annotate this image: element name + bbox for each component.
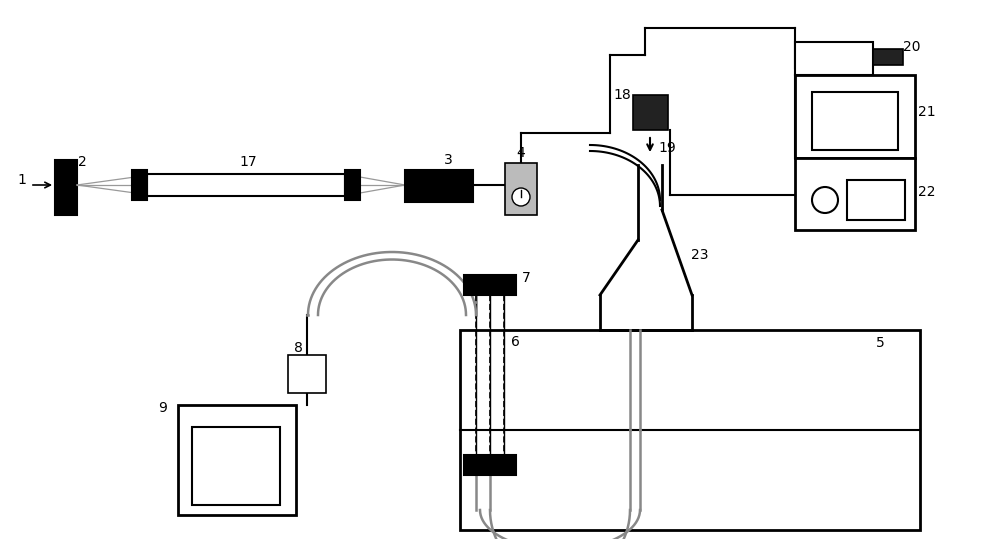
Bar bbox=[795, 75, 915, 158]
Text: 20: 20 bbox=[903, 40, 921, 54]
Bar bbox=[345, 170, 360, 200]
Text: 22: 22 bbox=[918, 185, 936, 199]
Bar bbox=[55, 160, 77, 215]
Text: 23: 23 bbox=[691, 248, 709, 262]
Text: 5: 5 bbox=[876, 336, 884, 350]
Bar bbox=[464, 275, 516, 295]
Bar bbox=[192, 427, 280, 505]
Bar bbox=[795, 158, 915, 230]
Circle shape bbox=[812, 187, 838, 213]
Text: 8: 8 bbox=[294, 341, 302, 355]
Text: 9: 9 bbox=[159, 401, 167, 415]
Text: 18: 18 bbox=[613, 88, 631, 102]
Bar bbox=[873, 49, 903, 65]
Text: 4: 4 bbox=[517, 146, 525, 160]
Bar bbox=[633, 95, 668, 130]
Circle shape bbox=[512, 188, 530, 206]
Text: 1: 1 bbox=[18, 173, 26, 187]
Bar bbox=[178, 405, 296, 515]
Bar bbox=[460, 330, 920, 530]
Bar bbox=[795, 42, 873, 75]
Text: 3: 3 bbox=[444, 153, 452, 167]
Bar bbox=[464, 455, 516, 475]
Bar bbox=[288, 355, 326, 393]
Text: 6: 6 bbox=[511, 335, 519, 349]
Text: 7: 7 bbox=[522, 271, 530, 285]
Bar bbox=[132, 170, 147, 200]
Text: 17: 17 bbox=[239, 155, 257, 169]
Text: 2: 2 bbox=[78, 155, 86, 169]
Bar bbox=[405, 170, 473, 202]
Bar bbox=[147, 174, 345, 196]
Text: 19: 19 bbox=[658, 141, 676, 155]
Text: 21: 21 bbox=[918, 105, 936, 119]
Bar bbox=[812, 92, 898, 150]
Bar bbox=[847, 180, 905, 220]
Bar bbox=[505, 163, 537, 215]
